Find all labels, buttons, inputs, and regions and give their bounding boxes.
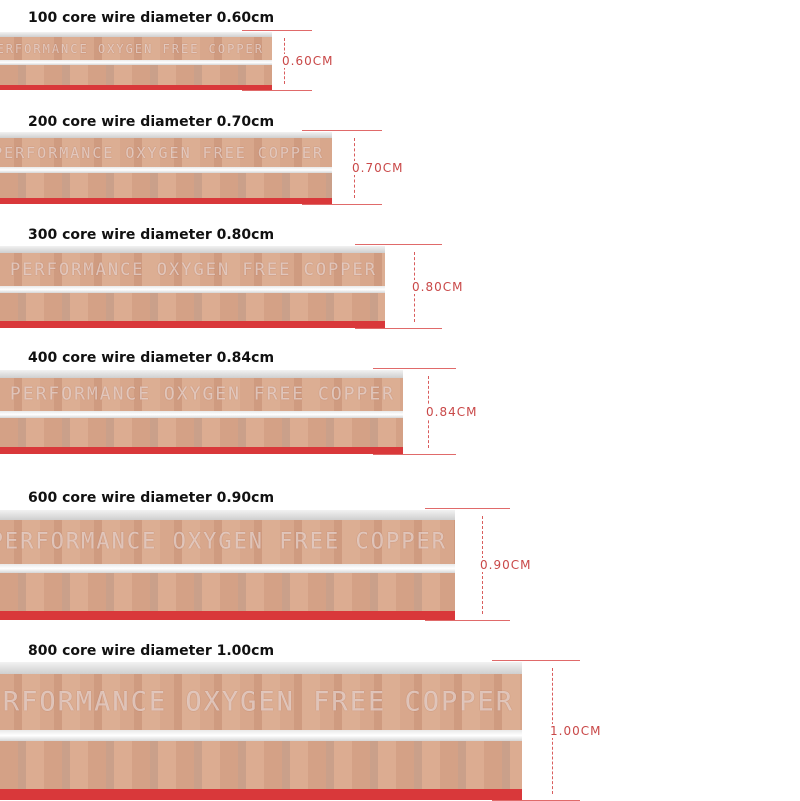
cable-sheath <box>0 132 332 139</box>
guide-line <box>373 368 456 369</box>
dimension-label: 0.60CM <box>282 54 334 68</box>
cable-stripe <box>0 85 272 90</box>
cable: PERFORMANCE OXYGEN FREE COPPER <box>0 510 455 620</box>
guide-line <box>425 508 510 509</box>
cable-text: PERFORMANCE OXYGEN FREE COPPER <box>0 686 514 718</box>
item-label: 200 core wire diameter 0.70cm <box>28 114 275 130</box>
cable-sheath <box>0 662 522 675</box>
dimension-label: 0.80CM <box>412 280 464 294</box>
cable-sheath <box>0 32 272 38</box>
item-label: 600 core wire diameter 0.90cm <box>28 490 275 506</box>
guide-line <box>242 30 312 31</box>
cable-stripe <box>0 788 522 800</box>
guide-line <box>425 620 510 621</box>
cable: PERFORMANCE OXYGEN FREE COPPER <box>0 132 332 204</box>
dimension-label: 0.84CM <box>426 405 478 419</box>
cable-divider <box>0 729 522 741</box>
item-label: 300 core wire diameter 0.80cm <box>28 227 275 243</box>
guide-line <box>355 328 442 329</box>
cable-sheath <box>0 246 385 254</box>
cable-conductor <box>0 417 403 448</box>
cable-text: PERFORMANCE OXYGEN FREE COPPER <box>0 529 447 555</box>
cable-text: PERFORMANCE OXYGEN FREE COPPER <box>9 259 377 280</box>
cable-conductor <box>0 572 455 612</box>
cable-divider <box>0 563 455 573</box>
cable: PERFORMANCE OXYGEN FREE COPPER <box>0 246 385 328</box>
item-label: 800 core wire diameter 1.00cm <box>28 643 275 659</box>
cable-sheath <box>0 510 455 520</box>
dimension-label: 0.90CM <box>480 558 532 572</box>
cable-divider <box>0 286 385 293</box>
cable-conductor: PERFORMANCE OXYGEN FREE COPPER <box>0 377 403 412</box>
guide-line <box>492 660 580 661</box>
cable-conductor: PERFORMANCE OXYGEN FREE COPPER <box>0 37 272 61</box>
item-label: 100 core wire diameter 0.60cm <box>28 10 275 26</box>
dimension-label: 0.70CM <box>352 161 404 175</box>
cable: PERFORMANCE OXYGEN FREE COPPER <box>0 32 272 90</box>
cable-text: PERFORMANCE OXYGEN FREE COPPER <box>9 383 395 405</box>
cable-divider <box>0 167 332 174</box>
cable-divider <box>0 60 272 66</box>
cable-stripe <box>0 198 332 204</box>
cable: PERFORMANCE OXYGEN FREE COPPER <box>0 370 403 454</box>
cable-text: PERFORMANCE OXYGEN FREE COPPER <box>0 143 324 162</box>
cable-conductor <box>0 740 522 789</box>
item-label: 400 core wire diameter 0.84cm <box>28 350 275 366</box>
dimension-label: 1.00CM <box>550 724 602 738</box>
cable-conductor: PERFORMANCE OXYGEN FREE COPPER <box>0 674 522 730</box>
cable-stripe <box>0 447 403 454</box>
cable-sheath <box>0 370 403 378</box>
guide-line <box>242 90 312 91</box>
cable-conductor: PERFORMANCE OXYGEN FREE COPPER <box>0 138 332 168</box>
guide-line <box>302 130 382 131</box>
cable-text: PERFORMANCE OXYGEN FREE COPPER <box>0 41 264 56</box>
cable-conductor <box>0 65 272 86</box>
cable-divider <box>0 411 403 418</box>
guide-line <box>373 454 456 455</box>
cable-conductor: PERFORMANCE OXYGEN FREE COPPER <box>0 253 385 287</box>
guide-line <box>302 204 382 205</box>
cable-stripe <box>0 611 455 620</box>
cable-conductor <box>0 173 332 199</box>
cable: PERFORMANCE OXYGEN FREE COPPER <box>0 662 522 800</box>
cable-stripe <box>0 321 385 328</box>
cable-conductor: PERFORMANCE OXYGEN FREE COPPER <box>0 519 455 564</box>
cable-conductor <box>0 292 385 322</box>
guide-line <box>355 244 442 245</box>
